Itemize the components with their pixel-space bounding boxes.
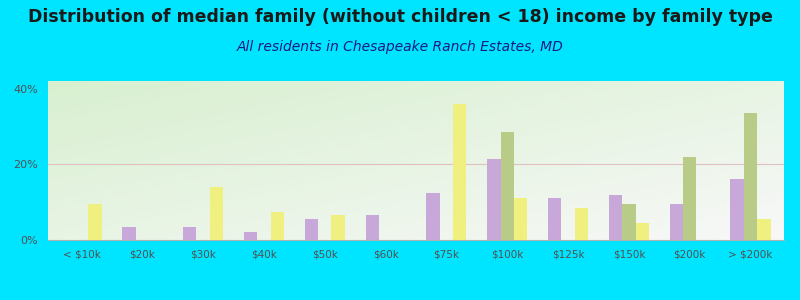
- Bar: [210, 187, 223, 240]
- Bar: [366, 215, 379, 240]
- Bar: [683, 157, 697, 240]
- Bar: [88, 204, 102, 240]
- Text: All residents in Chesapeake Ranch Estates, MD: All residents in Chesapeake Ranch Estate…: [237, 40, 563, 55]
- Bar: [758, 219, 770, 240]
- Bar: [635, 223, 649, 240]
- Bar: [270, 212, 284, 240]
- Bar: [574, 208, 588, 240]
- Bar: [183, 227, 197, 240]
- Bar: [730, 179, 744, 240]
- Bar: [609, 195, 622, 240]
- Bar: [501, 132, 514, 240]
- Bar: [514, 198, 527, 240]
- Bar: [548, 198, 562, 240]
- Text: Distribution of median family (without children < 18) income by family type: Distribution of median family (without c…: [27, 8, 773, 26]
- Bar: [122, 227, 135, 240]
- Bar: [744, 113, 758, 240]
- Bar: [622, 204, 635, 240]
- Bar: [331, 215, 345, 240]
- Bar: [244, 232, 258, 240]
- Bar: [670, 204, 683, 240]
- Bar: [305, 219, 318, 240]
- Bar: [453, 104, 466, 240]
- Bar: [487, 159, 501, 240]
- Bar: [426, 193, 440, 240]
